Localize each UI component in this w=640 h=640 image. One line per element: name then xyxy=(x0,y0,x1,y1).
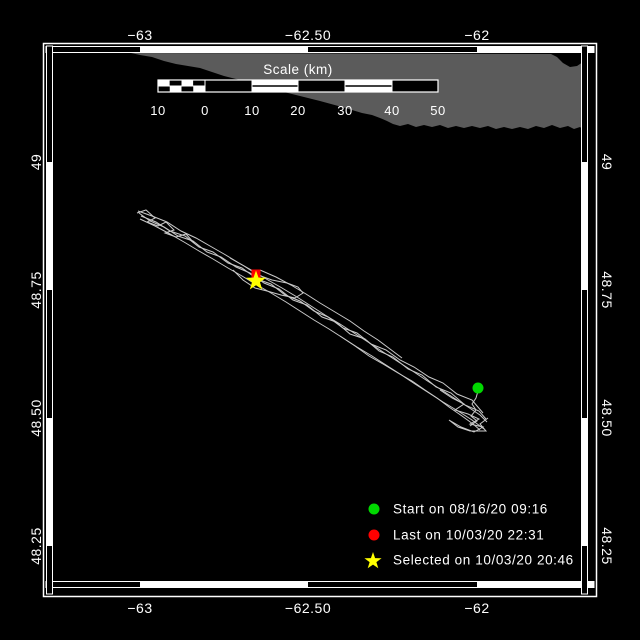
frame-segment xyxy=(140,46,308,53)
axis-tick-label-bottom: −63 xyxy=(127,600,152,616)
legend-markers xyxy=(364,503,382,569)
scale-checker-cell xyxy=(193,86,205,92)
legend-start-label: Start on 08/16/20 09:16 xyxy=(393,502,548,517)
scale-checker-cell xyxy=(169,80,182,86)
axis-tick-label-right: 48.50 xyxy=(599,399,615,437)
axis-tick-label-left: 49 xyxy=(28,154,44,171)
scale-bar-outline xyxy=(157,79,439,93)
scale-checker-cell xyxy=(158,80,170,86)
track-polyline[interactable] xyxy=(259,269,403,359)
legend-last-label: Last on 10/03/20 22:31 xyxy=(393,528,544,543)
axis-tick-label-top: −63 xyxy=(127,27,152,43)
selected-position-star-icon[interactable] xyxy=(246,270,266,290)
axis-tick-label-left: 48.50 xyxy=(28,399,44,437)
scale-checker-cell xyxy=(193,80,205,86)
track-polyline[interactable] xyxy=(138,212,487,420)
outer-frame-line xyxy=(42,42,598,598)
axis-tick-label-right: 49 xyxy=(599,154,615,171)
legend-selected-star-icon xyxy=(364,552,382,569)
axis-tick-label-left: 48.25 xyxy=(28,527,44,565)
frame-segment xyxy=(46,46,53,162)
frame-segment xyxy=(581,418,588,546)
axis-tick-label-right: 48.75 xyxy=(599,271,615,309)
scale-segment xyxy=(205,80,252,92)
frame-segment xyxy=(477,581,594,588)
legend-start-marker-icon xyxy=(368,503,380,515)
axis-labels: −63 −62.50 −62 −63 −62.50 −62 49 48.75 48.50 48.2… xyxy=(28,27,615,616)
legend-last-marker-icon xyxy=(368,529,380,541)
frame-segment xyxy=(308,46,477,53)
frame-segment xyxy=(46,418,53,546)
frame-segment xyxy=(308,581,477,588)
track-polyline[interactable] xyxy=(469,390,479,427)
track-polyline[interactable] xyxy=(439,389,489,433)
frame-segment xyxy=(581,46,588,162)
scale-checker-cell xyxy=(181,86,194,92)
axis-tick-label-top: −62 xyxy=(464,27,489,43)
scale-segment xyxy=(298,80,345,92)
scale-checker-cell xyxy=(158,86,170,92)
scale-segment xyxy=(392,80,438,92)
axis-tick-label-bottom: −62.50 xyxy=(285,600,331,616)
axis-tick-label-left: 48.75 xyxy=(28,271,44,309)
scale-bar-label: 0 xyxy=(201,103,209,118)
scale-segment-midline xyxy=(345,85,392,87)
scale-bar-label: 30 xyxy=(337,103,352,118)
scale-checker-cell xyxy=(181,80,194,86)
frame-segment xyxy=(46,290,53,418)
scale-checker-cell xyxy=(169,86,182,92)
track-polyline[interactable] xyxy=(136,209,195,244)
scale-bar-label: 20 xyxy=(290,103,305,118)
track-polyline[interactable] xyxy=(229,257,304,299)
axis-tick-label-top: −62.50 xyxy=(285,27,331,43)
frame-bar-outline xyxy=(581,45,588,595)
scale-bar-label: 50 xyxy=(430,103,445,118)
frame-segment xyxy=(581,546,588,594)
scale-bar-label: 40 xyxy=(384,103,399,118)
track-polyline[interactable] xyxy=(140,215,484,414)
track-polyline[interactable] xyxy=(137,210,488,423)
legend-selected-label: Selected on 10/03/20 20:46 xyxy=(393,553,574,568)
frame-segment xyxy=(581,162,588,290)
axis-tick-label-right: 48.25 xyxy=(599,527,615,565)
legend: Start on 08/16/20 09:16 Last on 10/03/20… xyxy=(364,502,573,569)
frame-segment xyxy=(477,46,594,53)
frame-segment xyxy=(46,162,53,290)
frame-segment xyxy=(581,290,588,418)
scale-bar: Scale (km) 10 0 10 20 30 40 50 xyxy=(150,62,445,118)
track-lines[interactable] xyxy=(136,209,489,433)
scale-bar-label: 10 xyxy=(150,103,165,118)
scale-segment-midline xyxy=(252,85,298,87)
frame-segment xyxy=(46,546,53,594)
track-polyline[interactable] xyxy=(139,218,485,430)
scale-bar-label: 10 xyxy=(244,103,259,118)
start-position-marker[interactable] xyxy=(472,382,484,394)
axis-tick-label-bottom: −62 xyxy=(464,600,489,616)
frame-segment xyxy=(46,581,140,588)
map-markers xyxy=(246,269,484,394)
frame-segment xyxy=(140,581,308,588)
scale-bar-title: Scale (km) xyxy=(263,62,333,77)
track-polyline[interactable] xyxy=(339,335,481,431)
frame-bar-outline xyxy=(46,45,53,595)
map-frame xyxy=(42,42,598,598)
frame-segment xyxy=(46,46,140,53)
